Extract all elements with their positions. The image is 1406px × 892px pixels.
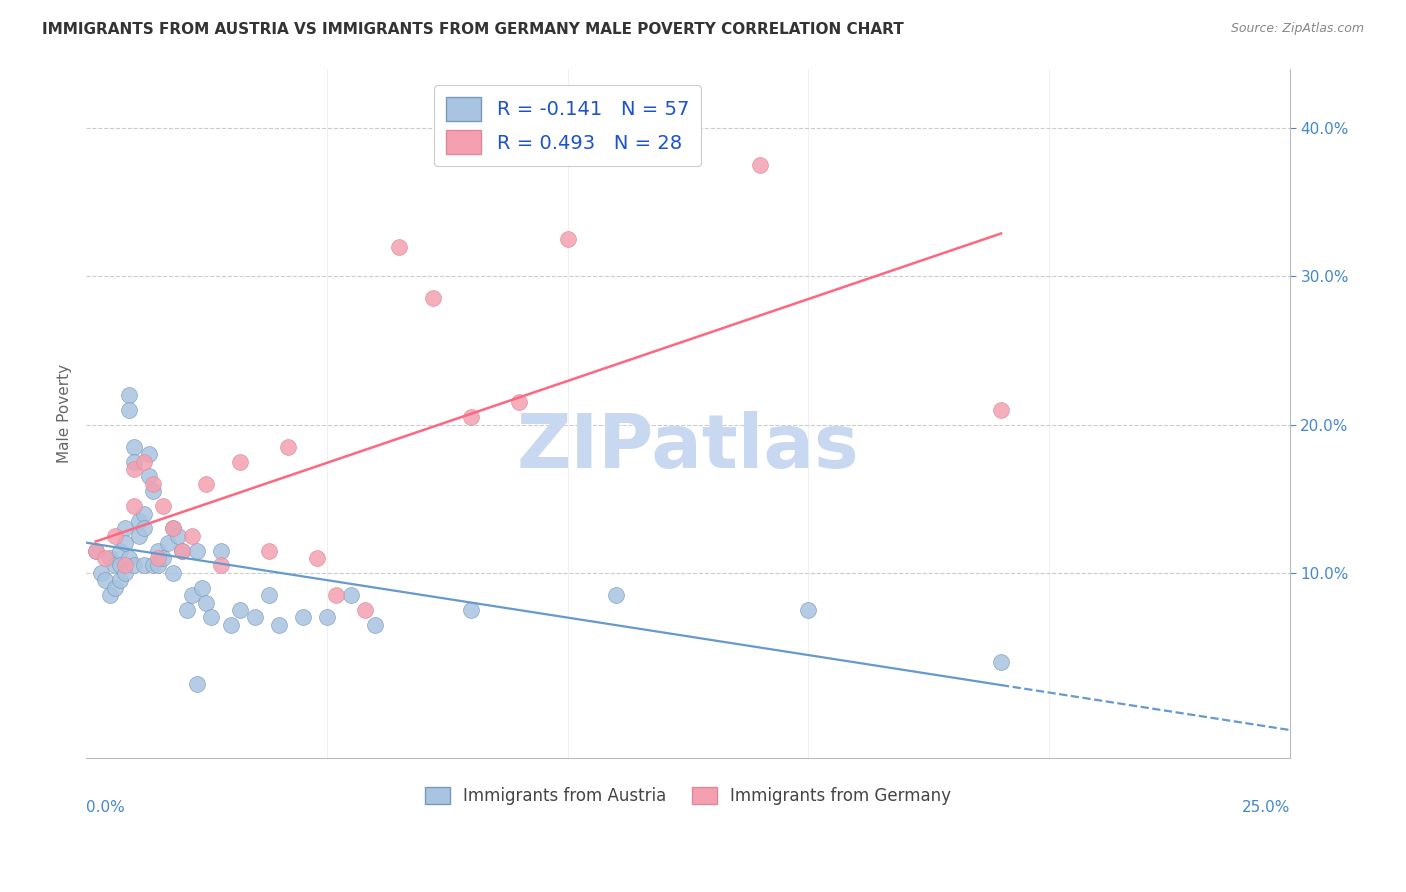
Point bbox=[176, 603, 198, 617]
Point bbox=[243, 610, 266, 624]
Point bbox=[990, 655, 1012, 669]
Point bbox=[84, 543, 107, 558]
Point bbox=[114, 558, 136, 573]
Point bbox=[229, 603, 252, 617]
Point bbox=[122, 440, 145, 454]
Point bbox=[186, 543, 208, 558]
Point bbox=[148, 558, 170, 573]
Point bbox=[460, 603, 482, 617]
Point bbox=[166, 529, 188, 543]
Point bbox=[749, 158, 772, 172]
Point bbox=[148, 551, 170, 566]
Point bbox=[104, 529, 127, 543]
Point bbox=[122, 558, 145, 573]
Point bbox=[181, 588, 204, 602]
Point bbox=[98, 551, 121, 566]
Text: ZIPatlas: ZIPatlas bbox=[516, 411, 859, 484]
Point bbox=[108, 558, 131, 573]
Point bbox=[128, 529, 150, 543]
Point bbox=[257, 588, 280, 602]
Point bbox=[209, 558, 232, 573]
Point bbox=[557, 232, 579, 246]
Point bbox=[162, 521, 184, 535]
Point bbox=[138, 447, 160, 461]
Point bbox=[354, 603, 377, 617]
Point bbox=[340, 588, 363, 602]
Point bbox=[200, 610, 222, 624]
Point bbox=[307, 551, 329, 566]
Point bbox=[118, 402, 141, 417]
Point bbox=[114, 521, 136, 535]
Point bbox=[605, 588, 627, 602]
Point bbox=[118, 551, 141, 566]
Point bbox=[181, 529, 204, 543]
Point bbox=[277, 440, 299, 454]
Point bbox=[195, 596, 218, 610]
Point bbox=[138, 469, 160, 483]
Point bbox=[122, 462, 145, 476]
Point bbox=[132, 455, 155, 469]
Point bbox=[122, 455, 145, 469]
Point bbox=[122, 499, 145, 513]
Point bbox=[132, 558, 155, 573]
Point bbox=[162, 566, 184, 580]
Point bbox=[128, 514, 150, 528]
Point bbox=[142, 476, 165, 491]
Point bbox=[229, 455, 252, 469]
Point bbox=[84, 543, 107, 558]
Y-axis label: Male Poverty: Male Poverty bbox=[58, 364, 72, 463]
Point bbox=[89, 566, 111, 580]
Point bbox=[325, 588, 347, 602]
Point bbox=[797, 603, 820, 617]
Text: 25.0%: 25.0% bbox=[1241, 800, 1289, 814]
Point bbox=[108, 574, 131, 588]
Text: IMMIGRANTS FROM AUSTRIA VS IMMIGRANTS FROM GERMANY MALE POVERTY CORRELATION CHAR: IMMIGRANTS FROM AUSTRIA VS IMMIGRANTS FR… bbox=[42, 22, 904, 37]
Point bbox=[508, 395, 530, 409]
Point bbox=[104, 558, 127, 573]
Point bbox=[114, 566, 136, 580]
Text: Source: ZipAtlas.com: Source: ZipAtlas.com bbox=[1230, 22, 1364, 36]
Point bbox=[108, 543, 131, 558]
Point bbox=[132, 521, 155, 535]
Point bbox=[94, 551, 117, 566]
Point bbox=[267, 617, 290, 632]
Text: 0.0%: 0.0% bbox=[86, 800, 125, 814]
Point bbox=[152, 499, 174, 513]
Point bbox=[148, 543, 170, 558]
Point bbox=[190, 581, 212, 595]
Point bbox=[291, 610, 314, 624]
Point bbox=[172, 543, 194, 558]
Legend: Immigrants from Austria, Immigrants from Germany: Immigrants from Austria, Immigrants from… bbox=[419, 780, 957, 812]
Point bbox=[142, 484, 165, 499]
Point bbox=[152, 551, 174, 566]
Point bbox=[364, 617, 387, 632]
Point bbox=[98, 588, 121, 602]
Point bbox=[195, 476, 218, 491]
Point bbox=[172, 543, 194, 558]
Point bbox=[219, 617, 242, 632]
Point bbox=[209, 543, 232, 558]
Point bbox=[460, 410, 482, 425]
Point bbox=[114, 536, 136, 550]
Point bbox=[388, 239, 411, 253]
Point bbox=[162, 521, 184, 535]
Point bbox=[257, 543, 280, 558]
Point bbox=[104, 581, 127, 595]
Point bbox=[186, 677, 208, 691]
Point bbox=[156, 536, 179, 550]
Point bbox=[990, 402, 1012, 417]
Point bbox=[94, 574, 117, 588]
Point bbox=[118, 388, 141, 402]
Point bbox=[142, 558, 165, 573]
Point bbox=[315, 610, 337, 624]
Point bbox=[422, 292, 444, 306]
Point bbox=[132, 507, 155, 521]
